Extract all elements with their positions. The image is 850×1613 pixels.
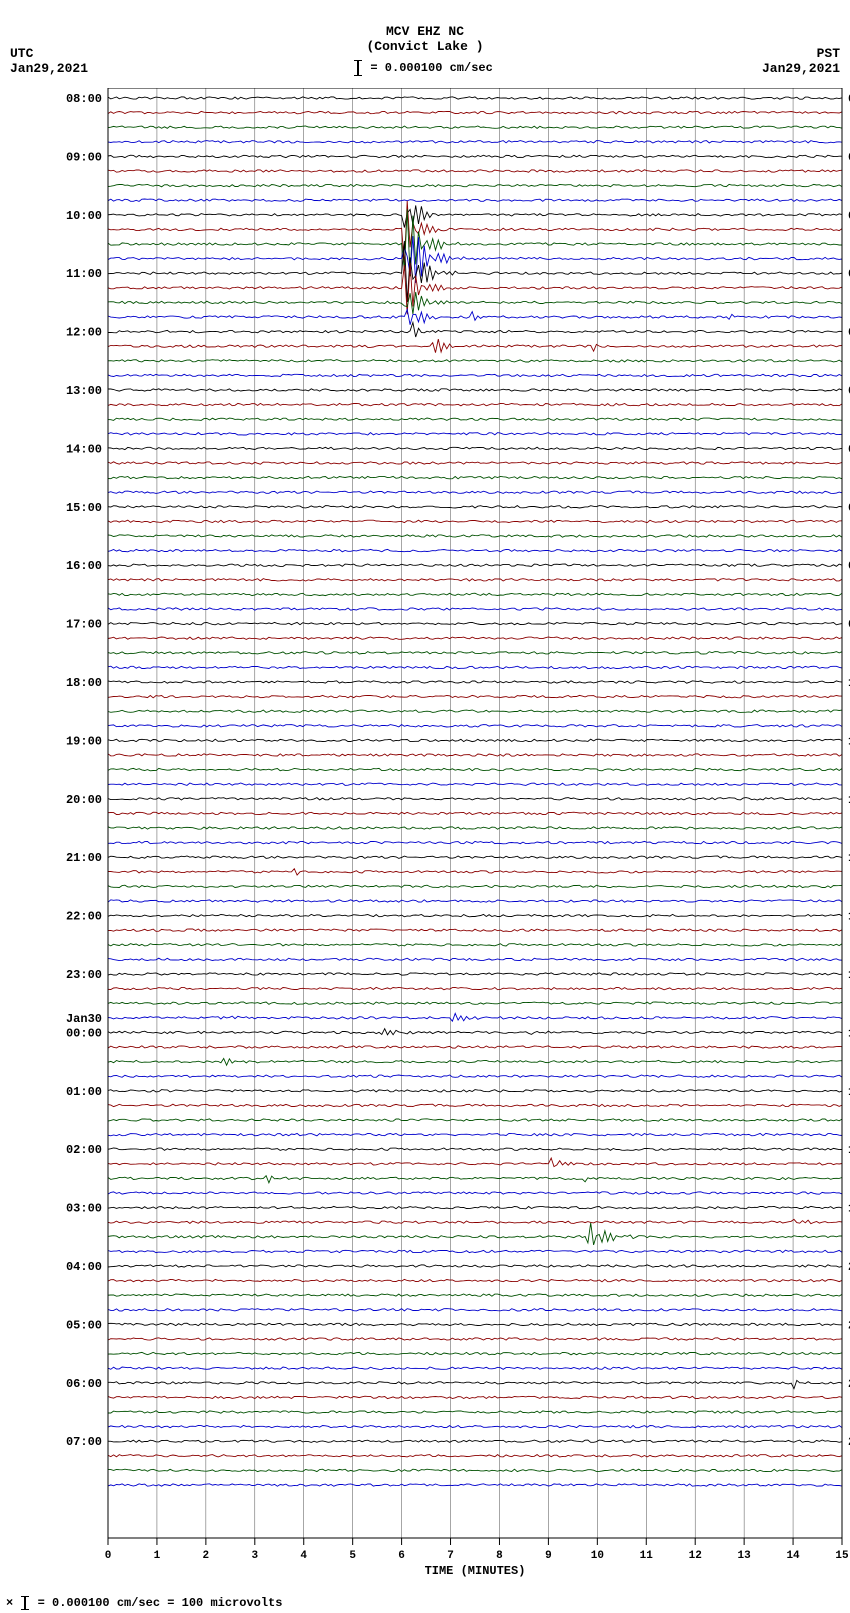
svg-text:3: 3 [251,1550,258,1562]
svg-text:01:00: 01:00 [66,1085,102,1099]
right-tz: PST [762,46,840,61]
svg-text:14: 14 [786,1550,800,1562]
utc-label: UTC Jan29,2021 [10,46,88,76]
left-date: Jan29,2021 [10,61,88,76]
scalebar-icon [24,1596,26,1610]
svg-text:00:00: 00:00 [66,1026,102,1040]
svg-text:7: 7 [447,1550,454,1562]
station-code: MCV EHZ NC [0,24,850,39]
footer-prefix: × [6,1596,13,1610]
seismogram-plot: 08:00 09:00 10:00 11:00 12:00 13:00 14:00 15:00… [58,88,792,1588]
svg-text:02:00: 02:00 [66,1143,102,1157]
svg-text:15: 15 [835,1550,849,1562]
svg-text:23:00: 23:00 [66,968,102,982]
left-tz: UTC [10,46,88,61]
svg-text:22:00: 22:00 [66,910,102,924]
header: MCV EHZ NC (Convict Lake ) = 0.000100 cm… [0,0,850,76]
svg-text:09:00: 09:00 [66,150,102,164]
seismogram-svg: 08:00 09:00 10:00 11:00 12:00 13:00 14:00 15:00… [58,88,850,1588]
svg-text:10:00: 10:00 [66,209,102,223]
svg-text:05:00: 05:00 [66,1318,102,1332]
svg-text:4: 4 [300,1550,307,1562]
svg-text:2: 2 [203,1550,210,1562]
svg-text:5: 5 [349,1550,356,1562]
scalebar-icon [357,60,359,76]
scale-legend: = 0.000100 cm/sec [0,60,850,76]
svg-text:1: 1 [154,1550,161,1562]
right-date: Jan29,2021 [762,61,840,76]
svg-text:12:00: 12:00 [66,326,102,340]
svg-text:12: 12 [689,1550,702,1562]
pst-label: PST Jan29,2021 [762,46,840,76]
svg-text:11: 11 [640,1550,654,1562]
svg-text:14:00: 14:00 [66,442,102,456]
svg-text:21:00: 21:00 [66,851,102,865]
svg-text:Jan30: Jan30 [66,1012,102,1026]
svg-text:18:00: 18:00 [66,676,102,690]
svg-text:6: 6 [398,1550,405,1562]
svg-text:17:00: 17:00 [66,618,102,632]
svg-text:15:00: 15:00 [66,501,102,515]
footer-text: = 0.000100 cm/sec = 100 microvolts [38,1596,283,1610]
svg-text:8: 8 [496,1550,503,1562]
svg-text:13:00: 13:00 [66,384,102,398]
svg-text:TIME (MINUTES): TIME (MINUTES) [425,1564,526,1578]
svg-text:19:00: 19:00 [66,734,102,748]
svg-text:20:00: 20:00 [66,793,102,807]
station-name: (Convict Lake ) [0,39,850,54]
svg-text:13: 13 [738,1550,752,1562]
svg-text:06:00: 06:00 [66,1377,102,1391]
scale-text: = 0.000100 cm/sec [370,61,492,75]
footer-legend: × = 0.000100 cm/sec = 100 microvolts [6,1596,850,1610]
svg-text:04:00: 04:00 [66,1260,102,1274]
svg-text:0: 0 [105,1550,112,1562]
svg-text:07:00: 07:00 [66,1435,102,1449]
svg-text:03:00: 03:00 [66,1202,102,1216]
svg-text:10: 10 [591,1550,604,1562]
svg-text:08:00: 08:00 [66,92,102,106]
svg-text:9: 9 [545,1550,552,1562]
svg-text:16:00: 16:00 [66,559,102,573]
svg-text:11:00: 11:00 [66,267,102,281]
